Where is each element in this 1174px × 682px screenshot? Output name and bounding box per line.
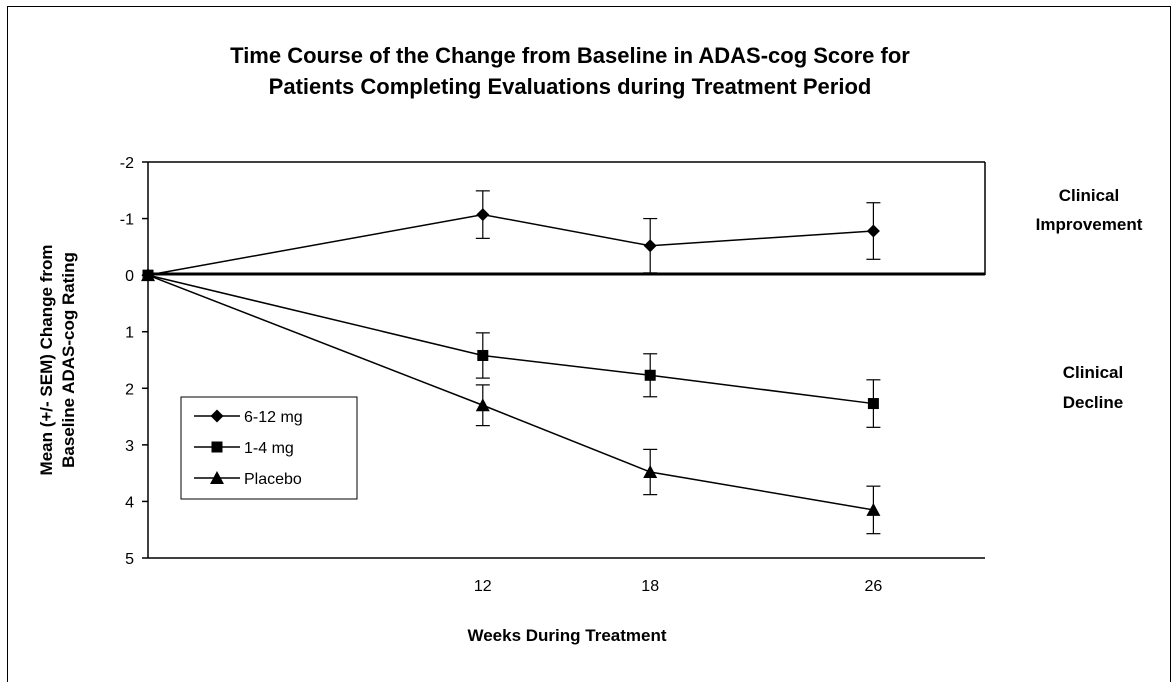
series-triangle (141, 268, 881, 535)
y-axis-title-line-1: Mean (+/- SEM) Change from (37, 245, 56, 476)
y-axis-title: Mean (+/- SEM) Change from Baseline ADAS… (37, 245, 78, 476)
series-line (147, 274, 874, 405)
legend-box (180, 396, 358, 500)
chart-title: Time Course of the Change from Baseline … (0, 40, 1140, 102)
data-point-diamond (476, 208, 490, 222)
chart-title-line-1: Time Course of the Change from Baseline … (230, 43, 910, 68)
y-tick-label: 2 (125, 381, 134, 398)
data-point-square (867, 398, 879, 410)
improvement-label-line-1: Clinical (1059, 186, 1119, 205)
y-axis-title-line-2: Baseline ADAS-cog Rating (59, 252, 78, 468)
series-diamond (141, 190, 881, 282)
legend-marker-triangle (210, 471, 224, 484)
x-tick-label: 26 (865, 578, 883, 595)
series-layer (141, 190, 881, 535)
data-point-triangle (866, 502, 881, 516)
legend-label: 1-4 mg (244, 440, 294, 457)
y-ticks: -2 -1 0 1 2 3 4 5 (120, 155, 148, 568)
x-tick-label: 18 (641, 578, 659, 595)
data-point-square (644, 369, 656, 381)
x-tick-label: 12 (474, 578, 492, 595)
chart-frame (7, 6, 1171, 682)
axes (147, 161, 986, 559)
series-line (147, 274, 874, 511)
decline-label-line-1: Clinical (1063, 363, 1123, 382)
y-tick-label: -2 (120, 155, 134, 172)
data-point-triangle (643, 465, 658, 479)
data-point-triangle (141, 268, 155, 282)
y-tick-label: 1 (125, 325, 134, 342)
data-point-square (477, 349, 489, 361)
legend: 6-12 mg 1-4 mg Placebo (180, 396, 358, 500)
y-tick-label: 5 (125, 551, 134, 568)
legend-marker-square (211, 441, 223, 453)
decline-label-line-2: Decline (1063, 393, 1123, 412)
data-point-triangle (475, 398, 490, 412)
y-tick-label: 4 (125, 494, 134, 511)
x-axis-title: Weeks During Treatment (467, 626, 666, 645)
chart-title-line-2: Patients Completing Evaluations during T… (268, 74, 872, 99)
improvement-label-line-2: Improvement (1036, 215, 1143, 234)
y-tick-label: 0 (125, 268, 134, 285)
legend-label: Placebo (244, 471, 302, 488)
data-point-diamond (643, 239, 657, 253)
x-ticks: 12 18 26 (474, 578, 882, 595)
legend-marker-diamond (210, 409, 224, 423)
y-tick-label: 3 (125, 438, 134, 455)
data-point-diamond (866, 224, 880, 238)
legend-label: 6-12 mg (244, 409, 303, 426)
series-line (147, 213, 874, 276)
y-tick-label: -1 (120, 212, 134, 229)
